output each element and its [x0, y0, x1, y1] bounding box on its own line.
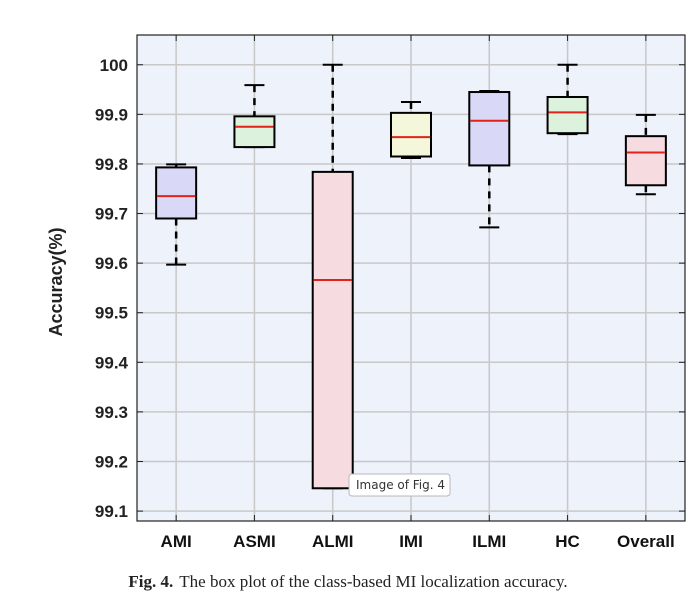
box-ilmi — [468, 90, 511, 229]
box-overall — [624, 113, 667, 196]
x-tick-label: HC — [555, 532, 580, 551]
x-tick-label: Overall — [617, 532, 675, 551]
tooltip-text: Image of Fig. 4 — [356, 478, 445, 492]
tooltip-box — [348, 473, 451, 497]
x-tick-label: ILMI — [472, 532, 506, 551]
y-tick-label: 99.4 — [95, 353, 129, 372]
box-body — [390, 111, 432, 158]
y-tick-label: 99.3 — [95, 403, 128, 422]
y-tick-label: 99.6 — [95, 254, 128, 273]
y-tick-label: 99.1 — [95, 502, 128, 521]
box-body — [546, 95, 589, 135]
y-tick-label: 99.9 — [95, 105, 128, 124]
box-body — [155, 166, 198, 220]
box-imi — [390, 100, 432, 159]
x-tick-label: ALMI — [312, 532, 354, 551]
box-body — [311, 170, 354, 490]
y-tick-label: 99.8 — [95, 155, 128, 174]
box-body — [468, 91, 511, 167]
x-tick-label: AMI — [161, 532, 192, 551]
box-ami — [155, 163, 198, 266]
x-tick-label: IMI — [399, 532, 423, 551]
y-tick-label: 100 — [100, 56, 128, 75]
box-body — [233, 115, 276, 149]
box-almi — [311, 63, 354, 490]
box-body — [624, 135, 667, 187]
plot-frame — [136, 34, 686, 522]
box-asmi — [233, 84, 276, 149]
y-tick-label: 99.7 — [95, 205, 128, 224]
y-tick-label: 99.5 — [95, 304, 128, 323]
x-tick-label: ASMI — [233, 532, 276, 551]
y-axis-title: Accuracy(%) — [46, 227, 66, 336]
image-tooltip: Image of Fig. 4 — [348, 473, 451, 497]
figure-caption: Fig. 4. The box plot of the class-based M… — [0, 572, 696, 592]
figure-caption-text: The box plot of the class-based MI local… — [179, 572, 568, 591]
figure-label: Fig. 4. — [128, 572, 174, 591]
y-tick-label: 99.2 — [95, 452, 128, 471]
box-hc — [546, 63, 589, 136]
box-plot-chart: 99.1 99.2 99.3 99.4 99.5 99.6 99.7 99.8 99.9 100 A… — [46, 34, 686, 551]
